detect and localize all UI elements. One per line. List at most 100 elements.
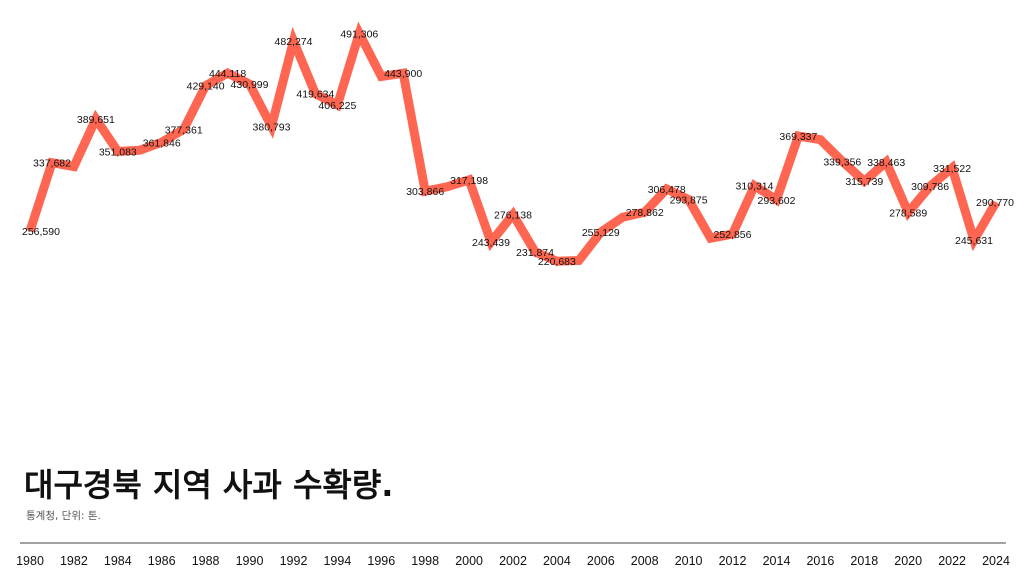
data-point <box>380 76 382 77</box>
data-point <box>490 241 492 243</box>
data-point <box>293 40 294 42</box>
x-tick-label: 2000 <box>455 554 483 568</box>
data-label: 430,999 <box>231 79 269 91</box>
x-tick-label: 1982 <box>60 554 88 568</box>
data-label: 361,846 <box>143 137 181 149</box>
data-point <box>117 150 119 152</box>
data-point <box>271 125 272 127</box>
data-label: 220,683 <box>538 256 576 268</box>
data-label: 444,118 <box>209 68 246 80</box>
data-point <box>29 230 31 232</box>
data-point <box>732 233 733 235</box>
data-point <box>402 72 404 74</box>
x-tick-label: 2024 <box>982 554 1010 568</box>
data-point <box>644 211 646 213</box>
data-point <box>227 72 229 74</box>
x-tick-label: 2002 <box>499 554 527 568</box>
x-tick-label: 2016 <box>806 554 834 568</box>
data-label: 243,439 <box>472 237 510 249</box>
data-point <box>841 160 843 162</box>
data-label: 306,478 <box>648 184 686 196</box>
data-point <box>688 199 690 201</box>
data-point <box>995 201 997 203</box>
data-point <box>754 185 755 187</box>
x-tick-label: 1990 <box>236 554 264 568</box>
data-point <box>929 185 931 187</box>
chart-title: 대구경북 지역 사과 수확량. <box>24 466 393 504</box>
x-tick-label: 2022 <box>938 554 966 568</box>
data-point <box>578 260 580 261</box>
data-point <box>512 214 514 215</box>
data-label: 278,862 <box>626 207 664 219</box>
series-layer <box>25 21 1000 266</box>
data-label: 290,770 <box>976 197 1014 209</box>
x-tick-label: 2012 <box>719 554 747 568</box>
data-label: 309,786 <box>911 181 949 193</box>
x-tick-label: 2020 <box>894 554 922 568</box>
data-point <box>951 167 953 169</box>
data-point <box>424 190 426 192</box>
x-tick-label: 1992 <box>280 554 308 568</box>
data-label: 255,129 <box>582 227 620 239</box>
data-point <box>161 141 163 143</box>
x-tick-label: 1980 <box>16 554 44 568</box>
data-point <box>797 135 799 137</box>
data-point <box>666 188 668 190</box>
data-point <box>249 83 250 85</box>
data-label: 419,634 <box>296 89 334 101</box>
x-tick-label: 2014 <box>763 554 791 568</box>
data-label: 380,793 <box>253 121 291 133</box>
data-point <box>819 139 821 141</box>
data-point <box>907 212 909 213</box>
data-label: 315,739 <box>845 176 883 188</box>
data-label: 278,589 <box>889 208 927 220</box>
chart-subtitle: 통계청, 단위: 톤. <box>26 509 101 522</box>
data-label: 293,602 <box>758 195 796 207</box>
data-label: 256,590 <box>22 226 60 238</box>
data-label: 310,314 <box>736 181 774 193</box>
x-tick-label: 2008 <box>631 554 659 568</box>
x-tick-label: 1984 <box>104 554 132 568</box>
data-label: 331,522 <box>933 163 971 175</box>
x-tick-label: 2018 <box>850 554 878 568</box>
data-point <box>358 32 360 34</box>
data-point <box>314 93 316 95</box>
x-tick-label: 1996 <box>367 554 395 568</box>
data-point <box>73 166 75 168</box>
data-label: 482,274 <box>275 36 313 48</box>
data-label: 338,463 <box>867 157 905 169</box>
data-label: 406,225 <box>318 100 356 112</box>
data-label: 429,140 <box>187 81 225 93</box>
data-label: 252,856 <box>714 229 752 241</box>
data-point <box>710 237 712 239</box>
x-tick-label: 1994 <box>323 554 351 568</box>
data-label: 303,866 <box>406 186 444 198</box>
data-label: 293,875 <box>670 195 708 207</box>
data-point <box>336 104 338 106</box>
data-point <box>600 231 602 233</box>
x-tick-label: 2006 <box>587 554 615 568</box>
data-label: 339,356 <box>823 156 861 168</box>
data-labels: 256,590 337,682 389,651 351,083 361,846377,3… <box>22 28 1014 268</box>
data-point <box>534 251 536 253</box>
x-axis-ticks: 1980 1982 1984 1986 1988 1990 1992 1994 1996 1998… <box>16 554 1010 568</box>
data-point <box>446 186 448 188</box>
data-point <box>776 199 777 201</box>
data-point <box>139 149 141 151</box>
data-point <box>205 85 207 87</box>
data-point <box>863 180 865 182</box>
data-point <box>622 216 624 218</box>
data-label: 491,306 <box>340 28 378 40</box>
x-tick-label: 1998 <box>411 554 439 568</box>
data-point <box>51 162 53 164</box>
data-label: 317,198 <box>450 175 488 187</box>
data-point <box>885 161 887 163</box>
data-point <box>973 239 975 241</box>
data-label: 337,682 <box>33 158 71 170</box>
x-tick-label: 2004 <box>543 554 571 568</box>
data-point <box>468 179 470 181</box>
data-label: 377,361 <box>165 124 203 136</box>
x-tick-label: 2010 <box>675 554 703 568</box>
data-label: 369,337 <box>779 131 817 143</box>
